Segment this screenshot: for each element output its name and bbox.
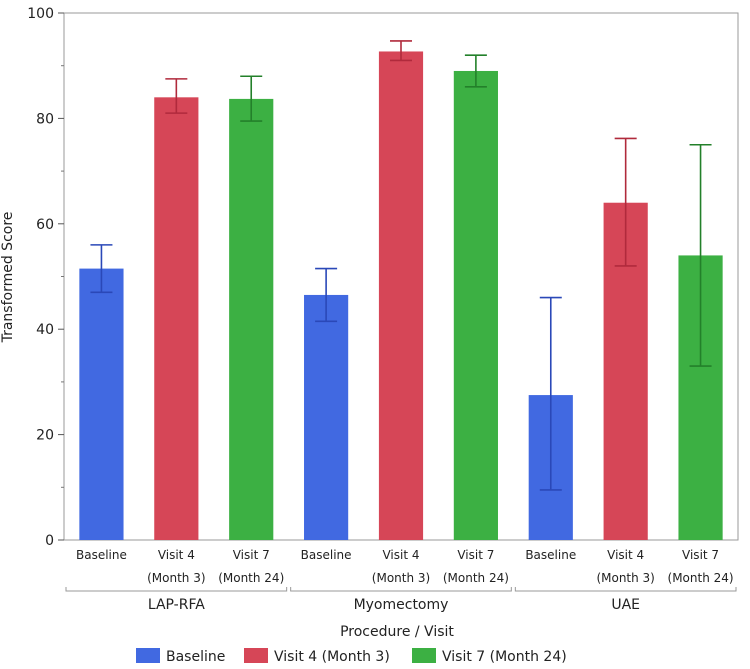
y-tick-label: 100: [27, 6, 54, 22]
y-tick-label: 20: [36, 428, 54, 444]
bar: [79, 268, 124, 540]
y-tick-label: 40: [36, 322, 54, 338]
legend-label: Baseline: [166, 649, 225, 665]
x-tick-label: Visit 4: [607, 548, 644, 562]
x-tick-label-line2: (Month 3): [147, 571, 205, 585]
legend-swatch: [136, 648, 160, 663]
legend-swatch: [412, 648, 436, 663]
legend-label: Visit 7 (Month 24): [442, 649, 567, 665]
error-bars: [90, 40, 712, 491]
x-axis-label: Procedure / Visit: [340, 624, 454, 640]
y-tick-label: 80: [36, 111, 54, 127]
y-axis-label: Transformed Score: [0, 212, 16, 344]
y-tick-label: 60: [36, 217, 54, 233]
x-tick-label: Visit 4: [158, 548, 195, 562]
group-label: Myomectomy: [354, 597, 449, 613]
x-tick-label-line2: (Month 24): [668, 571, 734, 585]
x-tick-label: Baseline: [76, 548, 127, 562]
bar: [304, 294, 349, 540]
bar: [154, 97, 199, 540]
y-tick-label: 0: [45, 533, 54, 549]
x-tick-labels: Baseline Visit 4 (Month 3) Visit 7 (Month 24…: [65, 548, 737, 613]
x-tick-label: Visit 7: [682, 548, 719, 562]
x-tick-label-line2: (Month 3): [596, 571, 654, 585]
x-tick-label: Visit 4: [382, 548, 419, 562]
x-tick-label: Visit 7: [457, 548, 494, 562]
x-tick-label-line2: (Month 24): [218, 571, 284, 585]
x-tick-label-line2: (Month 3): [372, 571, 430, 585]
group-bracket: [65, 587, 288, 592]
bar: [229, 98, 274, 540]
bars: [79, 51, 723, 541]
group-label: LAP-RFA: [148, 597, 205, 613]
x-tick-label: Baseline: [301, 548, 352, 562]
group-label: UAE: [611, 597, 640, 613]
group-bracket: [290, 587, 512, 592]
bar: [453, 70, 498, 540]
legend-label: Visit 4 (Month 3): [274, 649, 390, 665]
legend-swatch: [244, 648, 268, 663]
x-tick-label: Visit 7: [233, 548, 270, 562]
x-tick-label: Baseline: [525, 548, 576, 562]
group-bracket: [514, 587, 737, 592]
legend: Baseline Visit 4 (Month 3) Visit 7 (Month …: [136, 648, 567, 665]
bar: [378, 51, 424, 540]
x-tick-label-line2: (Month 24): [443, 571, 509, 585]
